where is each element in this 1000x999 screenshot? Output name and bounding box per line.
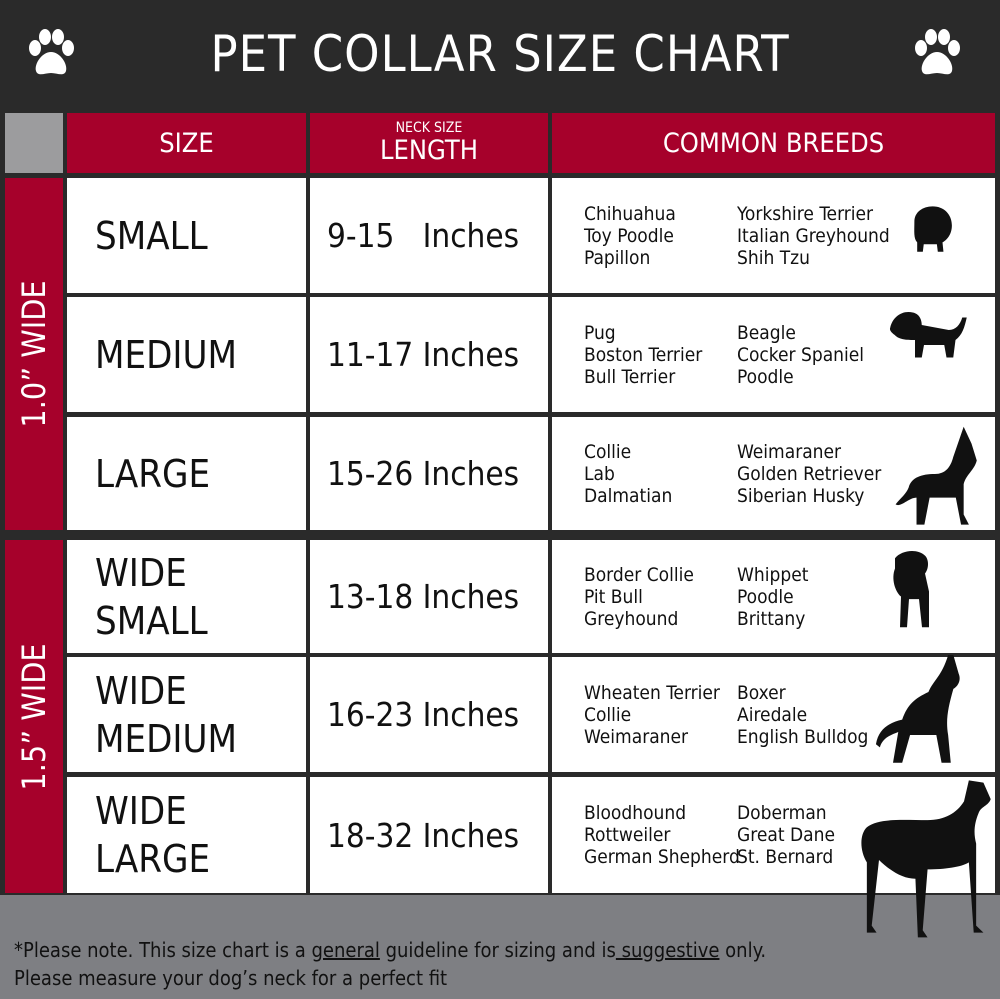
paw-icon bbox=[915, 29, 960, 75]
length-cell: 9-15 Inches bbox=[310, 178, 548, 293]
size-label: WIDE bbox=[95, 668, 187, 713]
breed-name: Poodle bbox=[737, 365, 794, 388]
breed-name: Siberian Husky bbox=[737, 484, 865, 507]
size-label: SMALL bbox=[95, 598, 208, 643]
size-label: MEDIUM bbox=[95, 716, 238, 761]
size-label: WIDE bbox=[95, 789, 187, 833]
header-length-sub: NECK SIZE bbox=[395, 119, 463, 136]
breed-name: Boxer bbox=[737, 681, 786, 704]
length-cell: 18-32 Inches bbox=[310, 777, 548, 893]
size-label: SMALL bbox=[95, 213, 208, 258]
size-label: WIDE bbox=[95, 550, 187, 595]
breeds-cell: Bloodhound Rottweiler German Shepherd Dober… bbox=[552, 777, 995, 893]
breed-name: Toy Poodle bbox=[584, 224, 674, 247]
paw-icon bbox=[29, 29, 74, 75]
breed-name: Doberman bbox=[737, 802, 827, 824]
breed-name: Pug bbox=[584, 321, 616, 344]
pitbull-icon bbox=[875, 655, 960, 763]
size-label: MEDIUM bbox=[95, 332, 238, 377]
length-value: 16-23 Inches bbox=[327, 695, 520, 734]
breed-name: Cocker Spaniel bbox=[737, 343, 865, 366]
group-label-text: 1.5” WIDE bbox=[15, 642, 53, 791]
breed-name: Airedale bbox=[737, 703, 808, 726]
header-size-label: SIZE bbox=[159, 127, 214, 159]
size-cell: WIDE LARGE bbox=[67, 777, 306, 893]
group-label-1in: 1.0” WIDE bbox=[5, 178, 63, 530]
breed-name: Whippet bbox=[737, 563, 809, 586]
large-dog-icon bbox=[895, 426, 977, 525]
breed-name: Papillon bbox=[584, 246, 651, 269]
length-cell: 11-17 Inches bbox=[310, 297, 548, 412]
length-value: 13-18 Inches bbox=[327, 577, 520, 616]
breed-name: German Shepherd bbox=[584, 846, 740, 868]
length-cell: 16-23 Inches bbox=[310, 657, 548, 772]
length-value: 15-26 Inches bbox=[327, 454, 520, 493]
size-cell: WIDE SMALL bbox=[67, 540, 306, 653]
breed-name: Dalmatian bbox=[584, 484, 673, 507]
breed-name: Greyhound bbox=[584, 607, 679, 630]
size-cell: WIDE MEDIUM bbox=[67, 657, 306, 772]
breed-name: Poodle bbox=[737, 585, 794, 608]
breed-name: Yorkshire Terrier bbox=[737, 202, 874, 225]
small-dog-icon bbox=[914, 206, 952, 252]
length-cell: 13-18 Inches bbox=[310, 540, 548, 653]
size-cell: LARGE bbox=[67, 417, 306, 530]
breed-name: St. Bernard bbox=[737, 846, 834, 868]
breed-name: Beagle bbox=[737, 321, 796, 344]
breed-name: Bull Terrier bbox=[584, 365, 676, 388]
header-size: SIZE bbox=[67, 113, 306, 173]
breed-name: Collie bbox=[584, 703, 632, 726]
size-label: LARGE bbox=[95, 837, 211, 881]
breed-name: Weimaraner bbox=[737, 440, 842, 463]
length-cell: 15-26 Inches bbox=[310, 417, 548, 530]
breed-name: Border Collie bbox=[584, 563, 694, 586]
footer-note: *Please note. This size chart is a gener… bbox=[14, 938, 767, 962]
breed-name: Lab bbox=[584, 462, 615, 485]
page-title: PET COLLAR SIZE CHART bbox=[210, 25, 790, 83]
header-length: NECK SIZE LENGTH bbox=[310, 113, 548, 173]
breed-name: English Bulldog bbox=[737, 725, 869, 748]
size-cell: SMALL bbox=[67, 178, 306, 293]
doberman-icon bbox=[861, 780, 991, 938]
breed-name: Great Dane bbox=[737, 824, 835, 846]
size-cell: MEDIUM bbox=[67, 297, 306, 412]
group-label-1-5in: 1.5” WIDE bbox=[5, 540, 63, 893]
footer-note-2: Please measure your dog’s neck for a per… bbox=[14, 966, 448, 990]
length-value: 18-32 Inches bbox=[327, 815, 520, 855]
breed-name: Boston Terrier bbox=[584, 343, 703, 366]
medium-dog-icon bbox=[889, 312, 967, 358]
breed-name: Pit Bull bbox=[584, 585, 643, 608]
breed-name: Bloodhound bbox=[584, 802, 687, 824]
breed-name: Weimaraner bbox=[584, 725, 689, 748]
header-corner bbox=[5, 113, 63, 173]
size-label: LARGE bbox=[95, 451, 211, 496]
breed-name: Collie bbox=[584, 440, 632, 463]
breed-name: Chihuahua bbox=[584, 202, 676, 225]
breed-name: Shih Tzu bbox=[737, 246, 810, 269]
header-breeds: COMMON BREEDS bbox=[552, 113, 995, 173]
group-label-text: 1.0” WIDE bbox=[15, 280, 53, 428]
breed-name: Wheaten Terrier bbox=[584, 681, 720, 704]
length-value: 11-17 Inches bbox=[327, 335, 520, 374]
footer bbox=[0, 895, 1000, 999]
breed-name: Rottweiler bbox=[584, 824, 671, 846]
length-value: 9-15 Inches bbox=[327, 216, 520, 255]
breed-name: Italian Greyhound bbox=[737, 224, 890, 247]
bulldog-icon bbox=[893, 551, 929, 628]
breed-name: Brittany bbox=[737, 607, 806, 630]
breed-name: Golden Retriever bbox=[737, 462, 882, 485]
header-length-label: LENGTH bbox=[379, 134, 478, 166]
header-breeds-label: COMMON BREEDS bbox=[662, 127, 885, 159]
